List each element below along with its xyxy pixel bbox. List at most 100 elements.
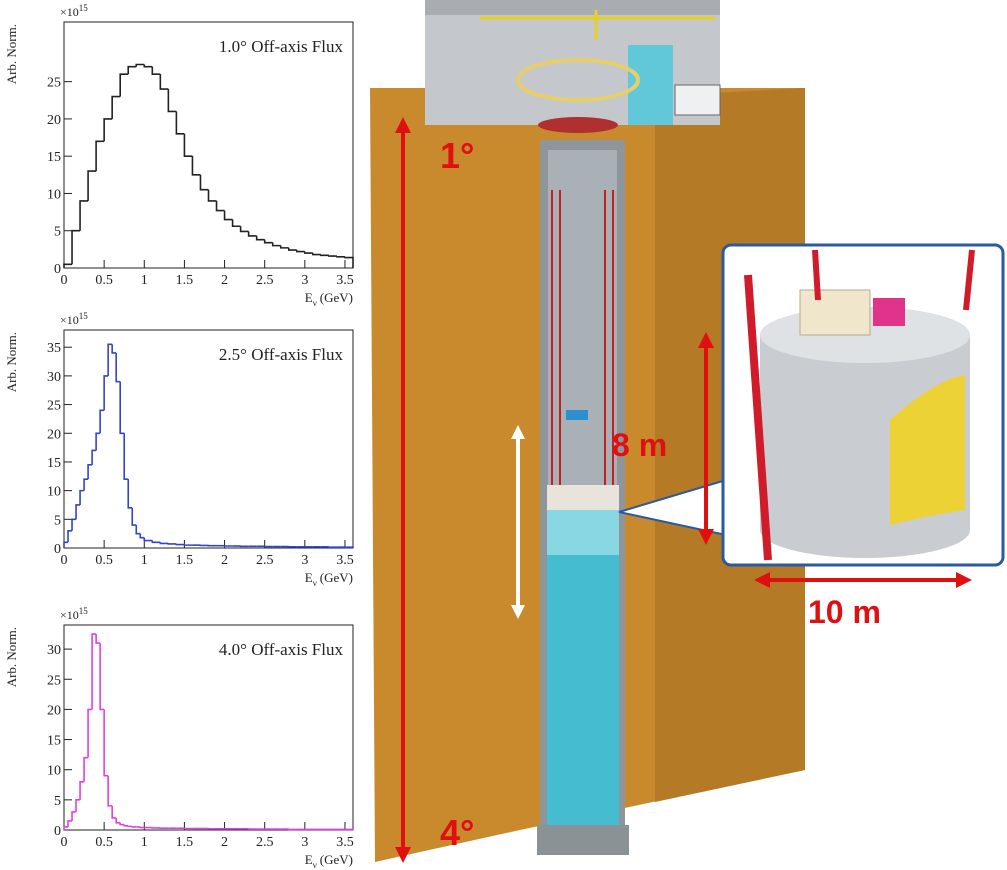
module xyxy=(873,298,905,326)
histogram-bin xyxy=(135,63,145,67)
histogram-bin xyxy=(95,634,101,644)
histogram-bin xyxy=(79,780,85,800)
top-angle-label: 1° xyxy=(440,135,474,176)
histogram-bin xyxy=(115,352,121,383)
detector-diagram: 1° 4° 8 m 10 m xyxy=(370,0,1005,863)
histogram-bin xyxy=(127,479,133,509)
x-tick-label: 3.5 xyxy=(336,273,354,288)
histogram-bin xyxy=(119,73,129,97)
x-tick-label: 3 xyxy=(301,273,308,288)
building-top xyxy=(425,0,720,15)
histogram-bin xyxy=(131,507,137,526)
x-label-main: E xyxy=(305,290,313,305)
x-axis-label: Eν (GeV) xyxy=(305,852,353,870)
chart-title: 2.5° Off-axis Flux xyxy=(219,345,344,364)
histogram-bin xyxy=(167,543,177,545)
histogram-bin xyxy=(183,133,193,157)
x-tick-label: 2.5 xyxy=(256,273,274,288)
histogram-bin xyxy=(111,805,117,819)
x-tick-label: 0 xyxy=(61,273,68,288)
histogram-bin xyxy=(99,409,105,434)
multiplier-exponent: 15 xyxy=(79,606,89,616)
y-tick-label: 10 xyxy=(47,485,61,500)
histogram-bin xyxy=(131,826,137,828)
histogram-bin xyxy=(159,74,169,90)
histogram-bin xyxy=(304,251,313,254)
x-axis-label: Eν (GeV) xyxy=(305,570,353,588)
histogram-bin xyxy=(139,533,145,539)
histogram-bin xyxy=(271,242,281,247)
histogram-bin xyxy=(79,200,89,231)
histogram-bin xyxy=(107,343,113,376)
histogram-bin xyxy=(79,489,85,505)
x-label-subscript: ν xyxy=(313,860,317,870)
plot-frame xyxy=(63,21,354,269)
shaft-opening xyxy=(538,117,618,133)
histogram-bin xyxy=(127,825,133,828)
histogram-bin xyxy=(87,170,97,201)
histogram-bin xyxy=(91,633,97,710)
y-multiplier: ×1015 xyxy=(60,3,88,19)
height-label: 8 m xyxy=(612,427,667,463)
histogram-bin xyxy=(75,504,81,520)
histogram-bin xyxy=(135,525,141,535)
x-tick-label: 1 xyxy=(141,553,148,568)
histogram-bin xyxy=(175,543,185,546)
histogram-bin xyxy=(199,174,209,191)
histogram-bin xyxy=(344,546,354,548)
histogram-bin xyxy=(123,824,129,827)
histogram-bin xyxy=(95,140,105,172)
histogram-bin xyxy=(159,542,169,545)
y-axis-label: Arb. Norm. xyxy=(4,627,19,687)
x-label-subscript: ν xyxy=(313,298,317,308)
histogram-bin xyxy=(115,817,121,824)
histogram-bin xyxy=(167,89,177,113)
detector xyxy=(547,510,619,555)
y-multiplier: ×1015 xyxy=(60,606,88,622)
y-tick-label: 0 xyxy=(54,262,61,277)
histogram-bin xyxy=(279,245,289,249)
histogram-bin xyxy=(123,433,129,480)
multiplier-base: ×10 xyxy=(60,5,79,19)
multiplier-base: ×10 xyxy=(60,608,79,622)
histogram-bin xyxy=(287,247,297,251)
x-tick-label: 1 xyxy=(141,835,148,850)
y-tick-label: 25 xyxy=(47,76,61,91)
histogram-bin xyxy=(111,95,121,119)
control-room xyxy=(674,84,721,116)
histogram-bin xyxy=(344,828,354,831)
shaft-base xyxy=(537,825,629,855)
y-axis-label: Arb. Norm. xyxy=(4,24,19,84)
water-tank xyxy=(547,510,619,830)
histogram-bin xyxy=(336,256,345,258)
histogram-bin xyxy=(143,64,153,68)
y-tick-label: 10 xyxy=(47,764,61,779)
x-label-unit: (GeV) xyxy=(320,290,353,305)
histogram-bin xyxy=(223,210,233,221)
x-tick-label: 1.5 xyxy=(176,835,194,850)
x-label-main: E xyxy=(305,570,313,585)
y-tick-label: 5 xyxy=(54,794,61,809)
y-multiplier: ×1015 xyxy=(60,311,88,327)
histogram-bin xyxy=(207,189,217,202)
histogram-bin xyxy=(119,822,125,826)
y-tick-label: 20 xyxy=(47,113,61,128)
plot-frame xyxy=(63,624,354,831)
multiplier-exponent: 15 xyxy=(79,311,89,321)
x-axis-label: Eν (GeV) xyxy=(305,290,353,308)
x-tick-label: 3.5 xyxy=(336,553,354,568)
histogram-bin xyxy=(63,826,69,830)
x-tick-label: 0 xyxy=(61,835,68,850)
histogram-bin xyxy=(143,537,153,542)
y-tick-label: 5 xyxy=(54,225,61,240)
histogram-bin xyxy=(75,799,81,812)
histogram-bin xyxy=(83,756,89,782)
histogram-bin xyxy=(255,235,265,241)
y-tick-label: 5 xyxy=(54,513,61,528)
histogram-bin xyxy=(231,219,241,228)
histogram-bin xyxy=(103,375,109,411)
multiplier-base: ×10 xyxy=(60,313,79,327)
y-tick-label: 0 xyxy=(54,824,61,839)
histogram-bin xyxy=(71,811,77,821)
